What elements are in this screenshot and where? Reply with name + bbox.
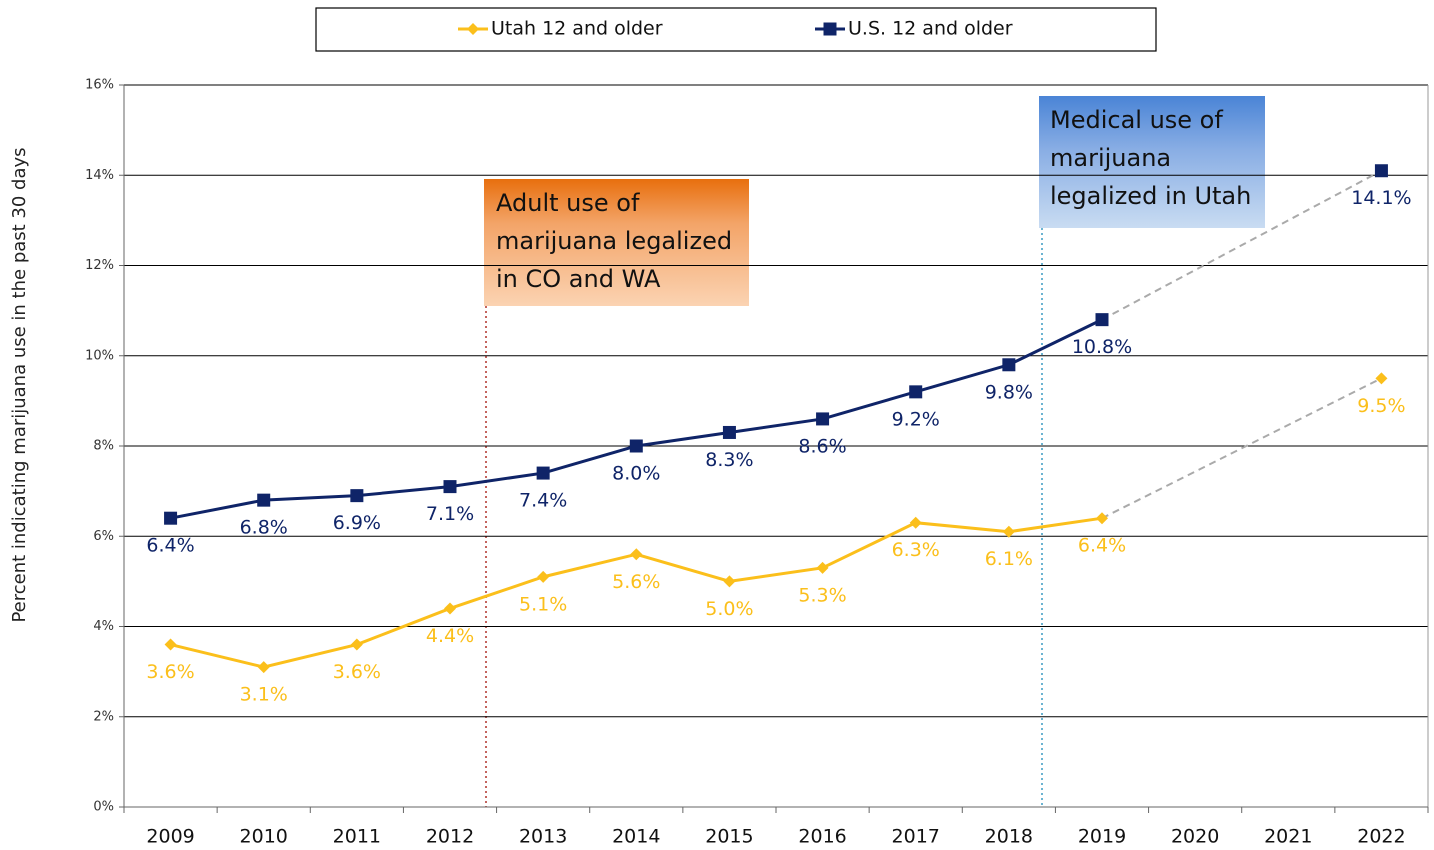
data-label: 8.0% [612,463,660,485]
y-tick-label: 16% [85,78,114,93]
annotation-text: legalized in Utah [1050,182,1251,210]
y-tick-label: 10% [85,348,114,363]
data-label: 6.1% [985,548,1033,570]
annotation-text: Adult use of [496,189,640,217]
x-tick-label: 2014 [612,826,660,848]
projection-line [1101,169,1382,321]
annotation-box [1039,96,1265,228]
data-point [257,661,270,674]
data-point [443,480,457,494]
data-point [816,412,830,426]
x-tick-label: 2012 [426,826,474,848]
data-label: 3.6% [146,661,194,683]
y-tick-label: 4% [93,619,114,634]
x-tick-label: 2019 [1078,826,1126,848]
x-tick-label: 2020 [1171,826,1219,848]
series-line [170,318,1103,520]
y-tick-label: 2% [93,709,114,724]
projection-line [1101,377,1382,520]
data-point [350,489,364,503]
y-tick-label: 12% [85,258,114,273]
data-point [1374,164,1388,178]
data-label: 6.3% [892,539,940,561]
data-point [723,575,736,588]
data-label: 8.6% [798,435,846,457]
data-point [1096,512,1108,525]
data-point [816,561,829,574]
data-point [722,425,736,439]
data-label: 8.3% [705,449,753,471]
data-point [350,638,363,651]
data-point [536,466,550,480]
data-point [1095,313,1109,327]
x-tick-label: 2011 [333,826,381,848]
data-point [537,570,550,583]
y-tick-label: 14% [85,168,114,183]
data-label: 6.4% [1078,535,1126,557]
y-tick-label: 8% [93,439,114,454]
data-label: 4.4% [426,625,474,647]
data-point [909,516,922,529]
y-tick-label: 6% [93,529,114,544]
annotation-text: marijuana [1050,144,1171,172]
data-point [164,638,177,651]
legend-label: U.S. 12 and older [848,18,1013,40]
data-label: 10.8% [1072,336,1132,358]
data-label: 3.1% [240,684,288,706]
x-tick-label: 2013 [519,826,567,848]
data-point [164,511,178,525]
x-tick-label: 2016 [798,826,846,848]
data-point [1002,358,1016,372]
data-point [909,385,923,399]
data-label: 9.8% [985,381,1033,403]
y-tick-label: 0% [93,800,114,815]
data-label: 14.1% [1351,187,1411,209]
data-point [257,493,271,507]
data-point [1375,372,1388,385]
legend-box [315,7,1157,52]
x-tick-label: 2009 [146,826,194,848]
data-label: 6.8% [240,517,288,539]
legend-marker [467,23,479,35]
x-tick-label: 2021 [1264,826,1312,848]
annotation-text: in CO and WA [496,265,661,293]
legend-label: Utah 12 and older [491,18,663,40]
data-label: 5.0% [705,598,753,620]
data-point [630,548,643,561]
data-point [1002,525,1015,538]
data-label: 9.5% [1357,395,1405,417]
data-label: 7.4% [519,490,567,512]
x-tick-label: 2017 [892,826,940,848]
data-label: 5.1% [519,593,567,615]
data-point [629,439,643,453]
data-label: 9.2% [892,408,940,430]
legend-marker [823,22,837,36]
data-label: 7.1% [426,503,474,525]
data-label: 5.6% [612,571,660,593]
x-tick-label: 2022 [1357,826,1405,848]
x-tick-label: 2018 [985,826,1033,848]
x-tick-label: 2015 [705,826,753,848]
data-label: 6.4% [146,535,194,557]
data-label: 5.3% [798,584,846,606]
data-label: 3.6% [333,661,381,683]
annotation-box [484,179,749,306]
x-tick-label: 2010 [240,826,288,848]
data-label: 6.9% [333,512,381,534]
data-point [444,602,456,615]
y-axis-title: Percent indicating marijuana use in the … [9,147,30,622]
annotation-text: Medical use of [1050,106,1223,134]
annotation-text: marijuana legalized [496,227,732,255]
